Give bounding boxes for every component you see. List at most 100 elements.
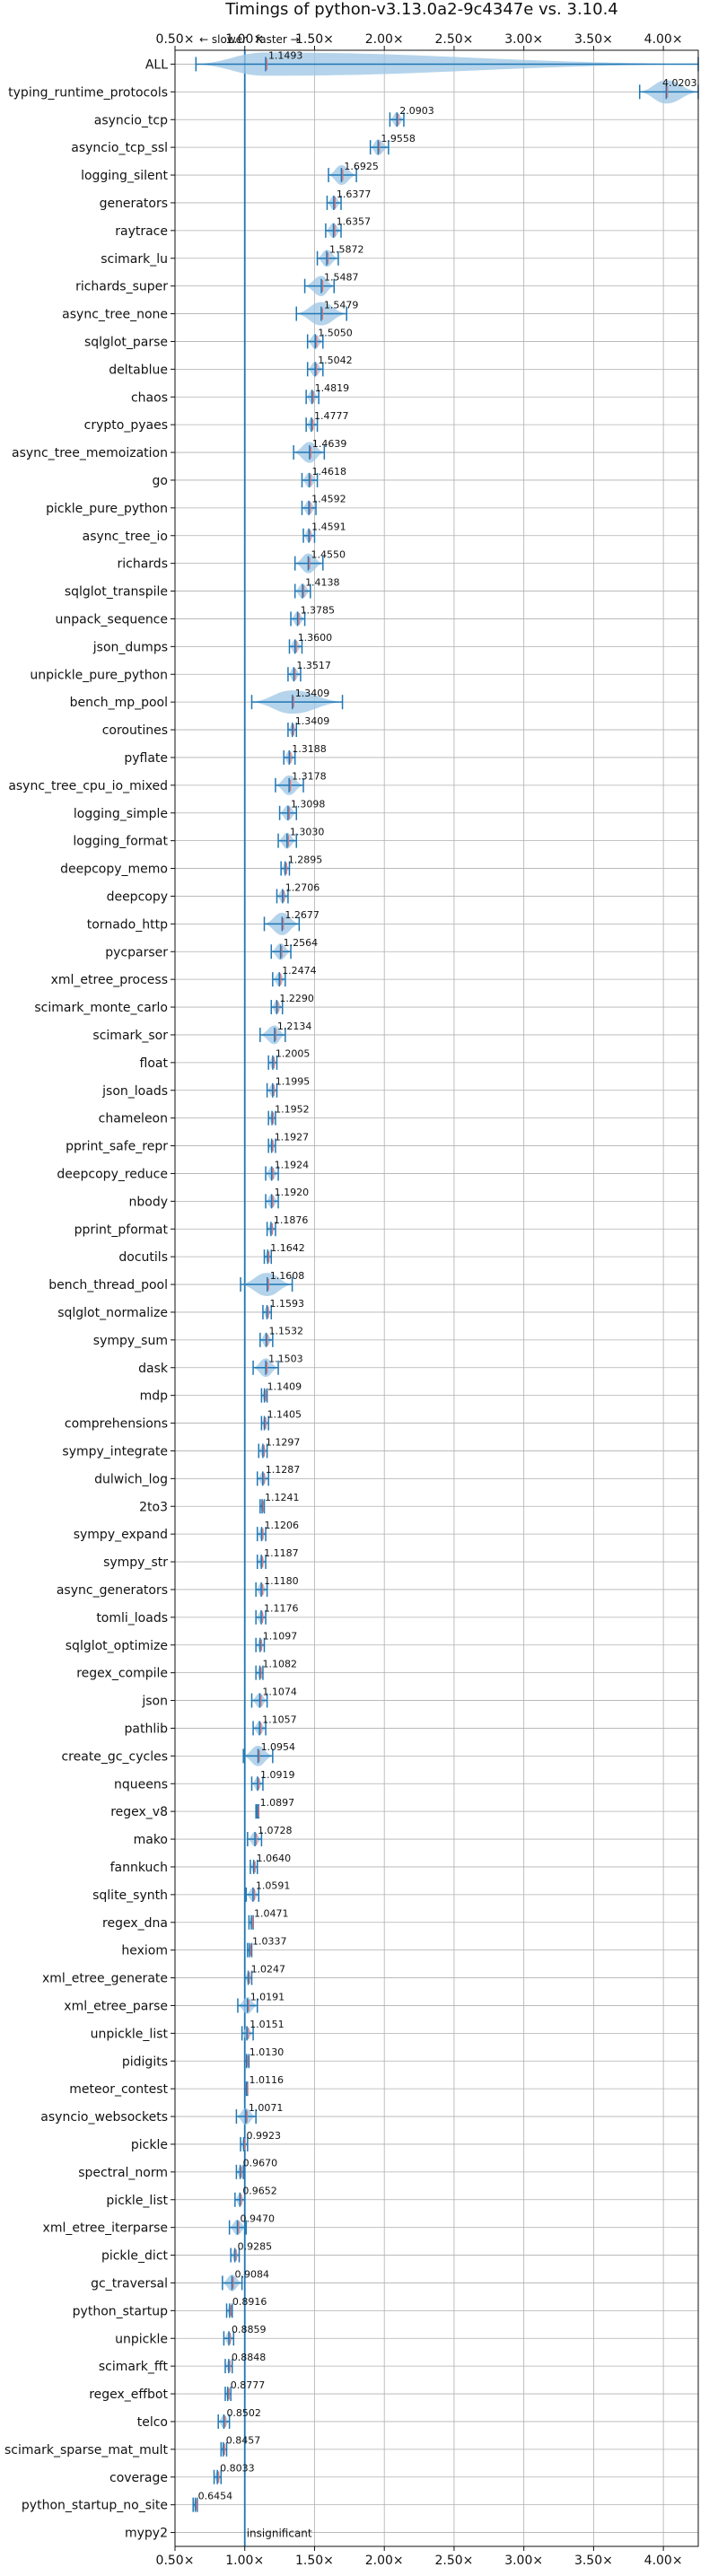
value-label: 1.3188	[292, 743, 327, 755]
category-label: regex_compile	[76, 1667, 168, 1681]
value-label: 0.9652	[242, 2186, 277, 2197]
category-label: sqlglot_parse	[84, 335, 168, 349]
category-label: sqlglot_optimize	[66, 1639, 168, 1653]
category-label: meteor_contest	[69, 2082, 168, 2097]
category-label: pathlib	[125, 1722, 169, 1736]
category-label: gc_traversal	[91, 2276, 168, 2291]
value-label: 1.2706	[285, 881, 320, 893]
category-label: comprehensions	[65, 1417, 168, 1432]
category-label: nqueens	[114, 1777, 168, 1792]
x-tick-label-top: 1.00×	[225, 32, 264, 47]
x-tick-label-bottom: 3.00×	[504, 2554, 543, 2568]
category-label: json_dumps	[92, 640, 168, 654]
value-label: 1.3517	[296, 660, 331, 671]
category-label: async_tree_io	[83, 530, 168, 544]
category-label: unpickle_list	[91, 2027, 169, 2041]
category-label: unpickle	[115, 2332, 168, 2346]
category-label: regex_v8	[110, 1805, 168, 1819]
value-label: 0.6454	[198, 2490, 233, 2502]
value-label: 1.1532	[269, 1326, 304, 1337]
value-label: 1.2677	[285, 909, 320, 921]
value-label: 1.0130	[250, 2046, 285, 2058]
category-label: docutils	[118, 1250, 168, 1265]
value-label: 1.4138	[305, 576, 340, 588]
x-tick-label-top: 2.00×	[365, 32, 404, 47]
value-label: 1.5487	[324, 271, 359, 283]
category-label: sympy_sum	[93, 1334, 168, 1348]
plot-frame	[174, 49, 699, 2547]
category-label: python_startup_no_site	[22, 2499, 168, 2513]
category-label: nbody	[129, 1195, 169, 1209]
category-label: scimark_sor	[92, 1029, 168, 1043]
value-label: 1.5042	[318, 355, 353, 366]
value-label: 1.0247	[251, 1963, 286, 1975]
grid-lines	[174, 50, 698, 2546]
category-label: scimark_sparse_mat_mult	[4, 2443, 168, 2458]
category-label: json_loads	[101, 1084, 168, 1099]
value-label: 0.9084	[234, 2268, 269, 2280]
value-label: 1.5872	[329, 244, 364, 256]
value-label: 0.8859	[232, 2324, 267, 2335]
category-label: scimark_monte_carlo	[34, 1001, 168, 1015]
value-label: 1.2895	[288, 854, 323, 865]
category-label: deepcopy	[107, 889, 168, 904]
value-label: 1.4777	[314, 410, 349, 422]
value-label: 1.1287	[266, 1464, 301, 1476]
value-label: 1.1241	[265, 1492, 300, 1503]
category-label: coverage	[109, 2471, 168, 2485]
value-label: 1.2474	[282, 965, 317, 977]
value-label: 1.0640	[257, 1853, 292, 1864]
value-label: 1.0591	[256, 1880, 291, 1892]
value-label: 1.0954	[261, 1741, 296, 1753]
category-label: sympy_str	[103, 1555, 168, 1570]
value-label: 1.1876	[274, 1214, 309, 1226]
category-label: pickle_pure_python	[46, 502, 168, 516]
category-label: logging_format	[73, 835, 168, 849]
value-label: 1.2005	[276, 1048, 311, 1060]
category-label: tomli_loads	[96, 1611, 168, 1625]
category-label: asyncio_tcp	[94, 113, 168, 127]
category-label: async_tree_cpu_io_mixed	[8, 779, 168, 793]
x-tick-label-bottom: 0.50×	[156, 2554, 195, 2568]
x-tick-label-bottom: 2.50×	[434, 2554, 473, 2568]
value-label: 1.4618	[312, 466, 347, 478]
category-label: pickle	[131, 2138, 168, 2152]
category-label: deepcopy_memo	[60, 863, 168, 877]
category-label: go	[153, 474, 168, 488]
faster-annotation: faster →	[256, 33, 300, 46]
category-labels: ALL typing_runtime_protocols asyncio_tcpas…	[4, 57, 169, 2540]
category-label: deltablue	[109, 363, 168, 377]
x-tick-label-top: 0.50×	[156, 32, 195, 47]
value-label: 1.0116	[250, 2074, 285, 2086]
category-label: coroutines	[102, 723, 168, 738]
value-label: 1.1057	[262, 1713, 297, 1725]
value-label: 1.0728	[258, 1825, 293, 1836]
category-label: bench_mp_pool	[70, 696, 168, 710]
category-label: fannkuch	[110, 1861, 168, 1875]
value-label: 1.1297	[266, 1436, 301, 1448]
value-label: 1.4592	[311, 494, 346, 505]
x-tick-label-top: 4.00×	[644, 32, 683, 47]
category-label: bench_thread_pool	[48, 1278, 168, 1292]
value-label: 1.2564	[284, 937, 319, 949]
category-label: regex_effbot	[89, 2388, 168, 2402]
value-label: 1.3178	[292, 771, 327, 783]
category-label: richards	[118, 557, 169, 572]
value-label: 1.1176	[264, 1603, 299, 1615]
category-label: raytrace	[115, 224, 168, 239]
x-tick-label-top: 3.50×	[574, 32, 613, 47]
value-label: 0.8848	[232, 2352, 267, 2363]
value-label: 1.1405	[267, 1408, 302, 1420]
x-tick-label-bottom: 1.00×	[225, 2554, 264, 2568]
category-label: scimark_lu	[101, 252, 168, 267]
value-label: 1.0337	[252, 1935, 287, 1947]
value-label: 1.1952	[275, 1103, 310, 1115]
value-label: 1.1180	[264, 1575, 299, 1587]
category-label: generators	[100, 197, 168, 211]
x-tick-label-bottom: 1.50×	[295, 2554, 334, 2568]
value-label: 1.3600	[298, 632, 333, 644]
value-label: 1.1924	[275, 1159, 310, 1170]
chart-title: Timings of python-v3.13.0a2-9c4347e vs. …	[224, 0, 618, 19]
value-label: 0.9285	[238, 2240, 273, 2252]
category-label: float	[140, 1056, 169, 1071]
